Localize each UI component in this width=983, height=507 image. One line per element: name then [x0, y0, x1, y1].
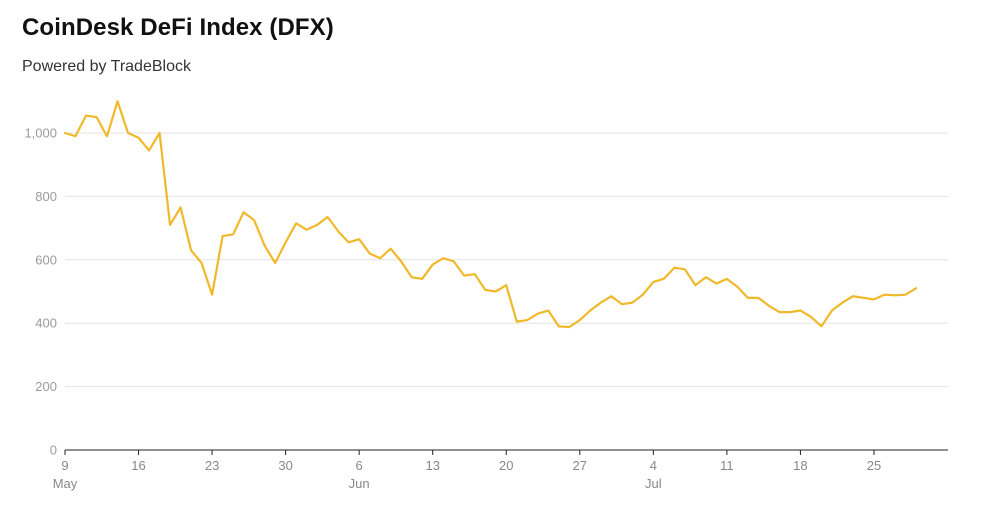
x-tick-label: 27 — [573, 458, 587, 473]
x-tick-label: 25 — [867, 458, 881, 473]
x-tick-label: 23 — [205, 458, 219, 473]
series-line — [63, 100, 918, 329]
x-month-label: May — [53, 476, 78, 491]
x-tick-label: 30 — [278, 458, 292, 473]
data-points — [64, 101, 917, 328]
x-tick-label: 18 — [793, 458, 807, 473]
x-month-label: Jun — [349, 476, 370, 491]
y-axis-tick-labels: 0 200 400 600 800 1,000 — [24, 126, 57, 458]
y-tick-label: 800 — [35, 189, 57, 204]
chart-subtitle: Powered by TradeBlock — [22, 58, 191, 75]
x-tick-label: 16 — [131, 458, 145, 473]
x-tick-label: 4 — [650, 458, 657, 473]
y-tick-label: 200 — [35, 379, 57, 394]
x-tick-label: 9 — [61, 458, 68, 473]
chart-title: CoinDesk DeFi Index (DFX) — [22, 14, 334, 41]
x-tick-label: 20 — [499, 458, 513, 473]
x-month-label: Jul — [645, 476, 662, 491]
y-tick-label: 0 — [50, 443, 57, 458]
y-tick-label: 400 — [35, 316, 57, 331]
y-tick-label: 1,000 — [24, 126, 57, 141]
gridlines — [65, 132, 948, 388]
x-tick-label: 11 — [720, 458, 734, 473]
x-tick-label: 6 — [356, 458, 363, 473]
x-tick-label: 13 — [425, 458, 439, 473]
x-axis-ticks: 9 May 16 23 30 6 Jun 13 20 27 4 Jul 11 18 25 — [53, 450, 881, 491]
y-tick-label: 600 — [35, 252, 57, 267]
